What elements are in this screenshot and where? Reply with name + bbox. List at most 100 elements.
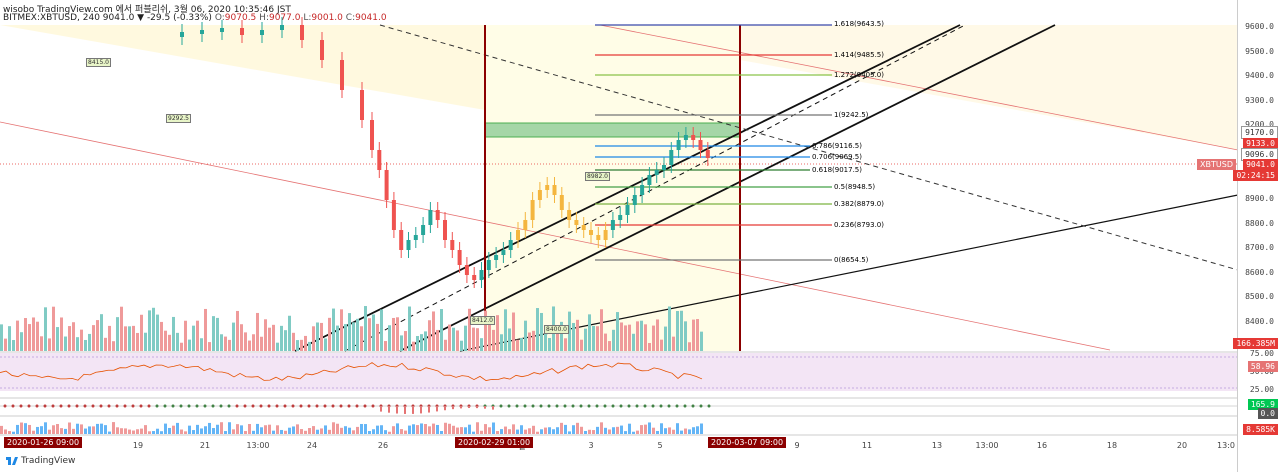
volume-bar: [188, 339, 191, 351]
volume-bar: [636, 321, 639, 351]
volume-bar: [28, 324, 31, 351]
bottom-volume-bar: [368, 431, 371, 434]
price-tick: 9300.0: [1245, 96, 1274, 105]
bottom-volume-bar: [148, 431, 151, 434]
bottom-volume-bar: [40, 426, 43, 434]
volume-bar: [400, 335, 403, 351]
bottom-volume-bar: [100, 423, 103, 434]
bottom-volume-bar: [60, 428, 63, 434]
bottom-volume-bar: [508, 429, 511, 434]
volume-bar: [56, 327, 59, 351]
candle-body: [421, 225, 426, 235]
volume-bar: [180, 342, 183, 351]
volume-bar: [504, 309, 507, 351]
bottom-volume-bar: [448, 423, 451, 434]
oscillator-bar: [452, 406, 454, 410]
volume-bar: [688, 342, 691, 351]
pitchfork-zone: [0, 25, 485, 110]
bottom-volume-bar: [48, 429, 51, 434]
volume-bar: [132, 325, 135, 351]
bottom-volume-bar: [56, 424, 59, 434]
candle-body: [640, 185, 645, 195]
price-label-9170: 9170.0: [1241, 126, 1278, 139]
volume-bar: [260, 336, 263, 351]
bottom-volume-bar: [356, 426, 359, 434]
open-value: 9070.5: [224, 13, 257, 23]
bottom-volume-bar: [196, 424, 199, 434]
bottom-volume-bar: [648, 422, 651, 434]
bottom-volume-bar: [584, 430, 587, 434]
bottom-volume-bar: [260, 427, 263, 434]
fib-label-0618: 0.618(9017.5): [812, 166, 862, 174]
bottom-volume-bar: [116, 427, 119, 434]
volume-bar: [48, 338, 51, 351]
volume-bar: [280, 325, 283, 351]
candle-body: [200, 30, 204, 34]
bottom-volume-bar: [684, 428, 687, 434]
bottom-volume-bar: [676, 423, 679, 434]
candle-body: [360, 90, 364, 120]
volume-bar: [496, 315, 499, 351]
volume-bar: [648, 342, 651, 351]
bottom-volume-bar: [280, 429, 283, 434]
price-tick: 9200.0: [1245, 120, 1274, 129]
volume-bar: [292, 332, 295, 351]
bottom-volume-bar: [24, 423, 27, 434]
volume-bar: [176, 332, 179, 351]
price-axis[interactable]: 9600.0 9500.0 9400.0 9300.0 9200.0 8900.…: [1233, 0, 1280, 472]
bottom-volume-bar: [12, 431, 15, 434]
volume-bar: [432, 311, 435, 351]
price-tick: 8700.0: [1245, 243, 1274, 252]
oscillator-bar: [428, 406, 430, 413]
bottom-volume-bar: [560, 422, 563, 434]
bottom-volume-bar: [520, 425, 523, 434]
volume-bar: [568, 311, 571, 351]
volume-bar: [532, 330, 535, 351]
volume-bar: [348, 313, 351, 351]
volume-bar: [276, 342, 279, 351]
volume-bar: [440, 309, 443, 351]
volume-bar: [460, 340, 463, 351]
bottom-volume-bar: [456, 427, 459, 434]
brand-footer[interactable]: TradingView: [6, 456, 75, 466]
volume-bar: [4, 338, 7, 351]
candle-body: [705, 150, 710, 158]
supply-box: [484, 122, 741, 138]
candle-body: [180, 32, 184, 37]
volume-bar: [672, 336, 675, 351]
fib-label-0706: 0.706(9069.5): [812, 153, 862, 161]
volume-bar: [196, 320, 199, 351]
bottom-volume-bar: [112, 422, 115, 434]
bottom-volume-bar: [168, 427, 171, 434]
candle-body: [618, 215, 623, 220]
bottom-volume-bar: [544, 427, 547, 434]
bottom-volume-bar: [152, 431, 155, 434]
candle-body: [486, 260, 491, 270]
volume-bar: [244, 332, 247, 351]
bottom-volume-bar: [424, 424, 427, 434]
chart-canvas[interactable]: [0, 0, 1238, 472]
candle-body: [260, 30, 264, 35]
bottom-volume-bar: [132, 430, 135, 434]
bottom-volume-bar: [244, 431, 247, 434]
volume-bar: [616, 312, 619, 351]
candle-body: [443, 220, 447, 240]
price-tick: 9400.0: [1245, 71, 1274, 80]
volume-bar: [164, 330, 167, 351]
volume-bar: [416, 336, 419, 351]
fib-label-05: 0.5(8948.5): [834, 183, 876, 191]
volume-value-label: 166.385M: [1233, 338, 1278, 349]
volume-bar: [364, 306, 367, 351]
volume-bar: [76, 337, 79, 351]
oscillator-bar: [412, 406, 414, 414]
volume-bar: [640, 320, 643, 351]
fib-label-0786: 0.786(9116.5): [812, 142, 862, 150]
bottom-volume-bar: [408, 425, 411, 434]
volume-bar: [464, 325, 467, 351]
volume-bar: [192, 325, 195, 351]
volume-bar: [524, 320, 527, 351]
volume-bar: [472, 327, 475, 351]
volume-bar: [476, 328, 479, 351]
bottom-volume-bar: [224, 431, 227, 434]
fib-label-0236: 0.236(8793.0): [834, 221, 884, 229]
